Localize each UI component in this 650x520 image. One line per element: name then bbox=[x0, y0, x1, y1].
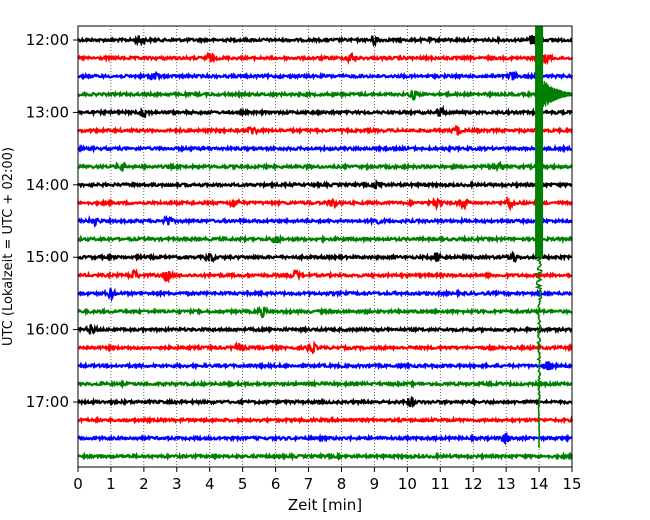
x-axis-ticks: 0 1 2 3 4 5 6 7 8 9 10 11 12 13 14 15 bbox=[73, 467, 582, 493]
trace-1745 bbox=[77, 451, 574, 462]
trace-1500 bbox=[77, 250, 573, 264]
trace-1430 bbox=[77, 214, 573, 228]
x-tick-label: 3 bbox=[172, 475, 182, 493]
trace-1315 bbox=[77, 124, 573, 136]
y-tick-label: 17:00 bbox=[26, 393, 69, 411]
x-tick-label: 13 bbox=[497, 475, 516, 493]
trace-1615 bbox=[77, 340, 573, 355]
trace-1715 bbox=[77, 415, 574, 425]
x-tick-label: 0 bbox=[73, 475, 83, 493]
x-tick-label: 6 bbox=[271, 475, 281, 493]
x-tick-label: 12 bbox=[464, 475, 483, 493]
trace-1415 bbox=[77, 195, 573, 212]
x-tick-label: 9 bbox=[370, 475, 380, 493]
trace-1730 bbox=[77, 432, 573, 446]
y-tick-label: 13:00 bbox=[26, 103, 69, 121]
y-axis-ticks: 12:00 13:00 14:00 15:00 16:00 17:00 bbox=[26, 31, 78, 411]
main-event-signal bbox=[534, 26, 573, 449]
trace-1600 bbox=[76, 323, 573, 335]
event-coda bbox=[534, 257, 543, 449]
trace-1215 bbox=[77, 51, 573, 66]
y-tick-label: 15:00 bbox=[26, 248, 69, 266]
x-tick-label: 8 bbox=[337, 475, 347, 493]
y-tick-label: 12:00 bbox=[26, 31, 69, 49]
x-tick-label: 14 bbox=[530, 475, 549, 493]
x-tick-label: 5 bbox=[238, 475, 248, 493]
plot-frame bbox=[77, 25, 573, 468]
trace-1645 bbox=[77, 378, 573, 390]
y-tick-label: 16:00 bbox=[26, 321, 69, 339]
event-band bbox=[535, 26, 544, 258]
seismic-traces bbox=[76, 34, 574, 462]
trace-1545 bbox=[77, 305, 573, 319]
trace-1700 bbox=[77, 396, 573, 409]
trace-1230 bbox=[77, 70, 574, 82]
x-tick-label: 15 bbox=[562, 475, 581, 493]
trace-1200 bbox=[77, 34, 573, 48]
trace-1330 bbox=[77, 143, 573, 154]
x-tick-label: 7 bbox=[304, 475, 314, 493]
trace-1630 bbox=[77, 361, 573, 372]
trace-1300 bbox=[77, 104, 574, 119]
trace-1530 bbox=[77, 287, 573, 303]
trace-1345 bbox=[77, 160, 573, 173]
event-peak bbox=[535, 78, 573, 111]
trace-1245 bbox=[77, 89, 573, 101]
x-tick-label: 2 bbox=[139, 475, 149, 493]
y-tick-label: 14:00 bbox=[26, 176, 69, 194]
x-tick-label: 4 bbox=[205, 475, 215, 493]
trace-1445 bbox=[77, 233, 573, 245]
y-axis-label: UTC (Lokalzeit = UTC + 02:00) bbox=[1, 147, 16, 346]
trace-1515 bbox=[77, 268, 573, 284]
trace-1400 bbox=[77, 178, 573, 190]
x-axis-label: Zeit [min] bbox=[288, 496, 362, 514]
x-tick-label: 11 bbox=[431, 475, 450, 493]
x-tick-label: 1 bbox=[106, 475, 116, 493]
x-tick-label: 10 bbox=[398, 475, 417, 493]
